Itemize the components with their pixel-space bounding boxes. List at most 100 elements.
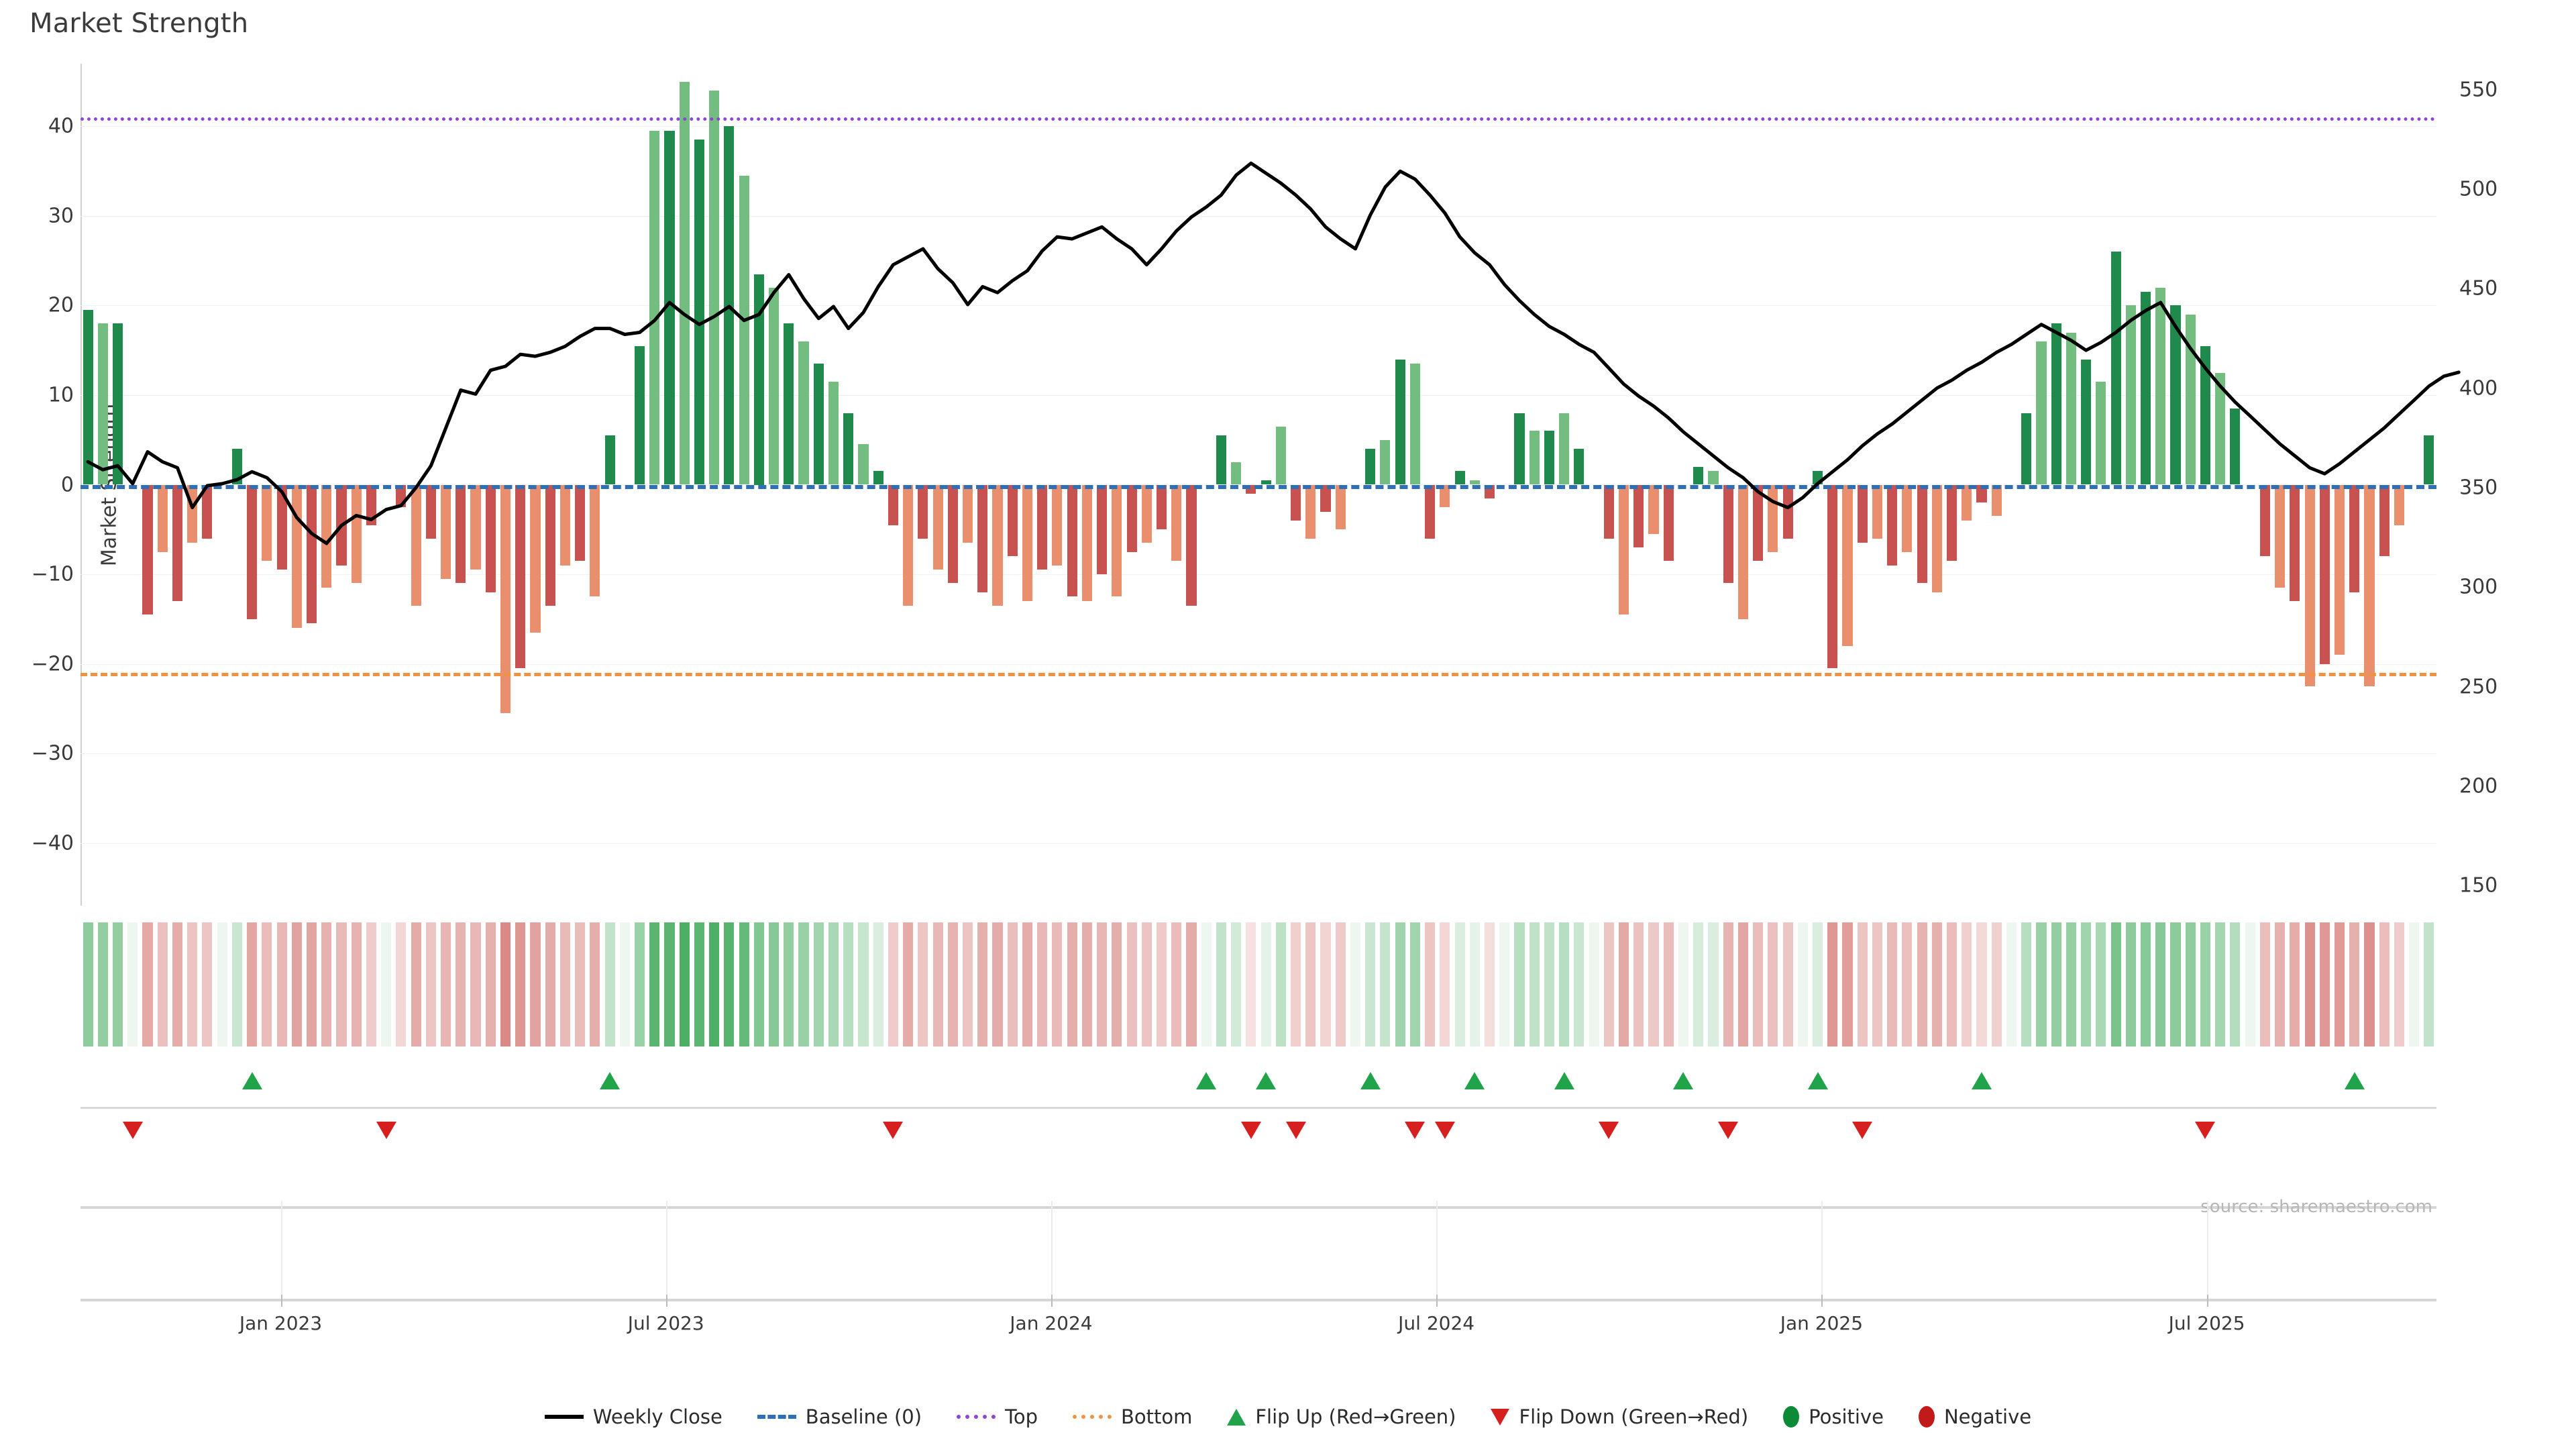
strength-bar — [559, 484, 570, 566]
strength-bar — [2334, 484, 2345, 655]
x-axis-guide-line — [1821, 1201, 1823, 1301]
y-axis-left-tick-2: −20 — [31, 652, 74, 676]
x-axis-guide-line — [2206, 1201, 2208, 1301]
strength-bar — [1291, 484, 1301, 521]
strength-bar — [947, 484, 958, 584]
heatmap-cell — [2036, 922, 2047, 1046]
strength-bar — [142, 484, 153, 615]
strength-bar — [231, 449, 242, 485]
heatmap-cell — [873, 922, 883, 1046]
y-axis-left-tick-7: 30 — [48, 204, 74, 228]
flip-up-icon — [1227, 1408, 1246, 1426]
strength-bar — [1171, 484, 1182, 561]
strength-bar — [1827, 484, 1838, 669]
strength-bar — [1842, 484, 1853, 646]
x-axis-tick-label-3: Jul 2024 — [1398, 1312, 1475, 1334]
strength-bar — [1365, 449, 1376, 485]
x-axis-guide-line — [1051, 1201, 1053, 1301]
heatmap-cell — [1812, 922, 1823, 1046]
y-axis-right-tick-0: 150 — [2459, 873, 2498, 898]
heatmap-cell — [1663, 922, 1674, 1046]
heatmap-cell — [1246, 922, 1256, 1046]
heatmap-cell — [306, 922, 317, 1046]
heatmap-cell — [992, 922, 1003, 1046]
heatmap-cell — [2364, 922, 2375, 1046]
strength-bar — [2021, 413, 2032, 485]
strength-bar — [172, 484, 183, 602]
legend-item-label: Flip Down (Green→Red) — [1519, 1405, 1749, 1428]
strength-bar — [1663, 484, 1674, 561]
strength-bar — [425, 484, 436, 539]
flip-up-icon — [1196, 1072, 1217, 1089]
strength-bar — [2230, 409, 2241, 485]
heatmap-cell — [1201, 922, 1212, 1046]
heatmap-cell — [425, 922, 436, 1046]
strength-bar — [515, 484, 526, 669]
heatmap-cell — [157, 922, 168, 1046]
strength-bar — [1991, 484, 2002, 517]
heatmap-cell — [1081, 922, 1092, 1046]
x-axis-tick-label-0: Jan 2023 — [239, 1312, 323, 1334]
heatmap-cell — [1126, 922, 1137, 1046]
strength-bar — [888, 484, 898, 525]
legend-item-flip-down[interactable]: Flip Down (Green→Red) — [1491, 1405, 1748, 1428]
heatmap-cell — [1440, 922, 1450, 1046]
heatmap-cell — [1514, 922, 1525, 1046]
heatmap-cell — [1737, 922, 1748, 1046]
strength-bar — [1603, 484, 1614, 539]
y-axis-right-tick-2: 250 — [2459, 675, 2498, 699]
heatmap-cell — [753, 922, 764, 1046]
heatmap-cell — [336, 922, 347, 1046]
strength-bar — [2065, 332, 2076, 485]
strength-bar — [813, 364, 824, 485]
legend-item-baseline[interactable]: Baseline (0) — [757, 1405, 922, 1428]
heatmap-cell — [500, 922, 511, 1046]
y-axis-right-tick-1: 200 — [2459, 774, 2498, 798]
y-axis-left-tick-4: 0 — [60, 473, 74, 496]
x-axis-tick-label-5: Jul 2025 — [2168, 1312, 2245, 1334]
heatmap-cell — [828, 922, 839, 1046]
heatmap-cell — [187, 922, 198, 1046]
strength-bar — [1574, 449, 1585, 485]
heatmap-cell — [1902, 922, 1913, 1046]
strength-bar — [664, 131, 675, 485]
heatmap-cell — [2065, 922, 2076, 1046]
strength-bar — [575, 484, 586, 561]
heatmap-cell — [231, 922, 242, 1046]
y-axis-left-tick-8: 40 — [48, 114, 74, 138]
page-title: Market Strength — [30, 8, 249, 39]
legend-item-bottom[interactable]: Bottom — [1072, 1405, 1192, 1428]
heatmap-cell — [947, 922, 958, 1046]
flip-down-icon — [376, 1122, 396, 1139]
legend-item-positive[interactable]: Positive — [1783, 1405, 1884, 1428]
heatmap-cell — [1768, 922, 1778, 1046]
strength-bar — [1619, 484, 1629, 615]
strength-bar — [247, 484, 258, 619]
legend-item-flip-up[interactable]: Flip Up (Red→Green) — [1227, 1405, 1456, 1428]
strength-bar — [2081, 359, 2092, 485]
legend-item-label: Positive — [1809, 1405, 1884, 1428]
heatmap-cell — [142, 922, 153, 1046]
legend-item-negative[interactable]: Negative — [1918, 1405, 2031, 1428]
heatmap-cell — [2021, 922, 2032, 1046]
strength-bar — [1037, 484, 1048, 570]
heatmap-cell — [2245, 922, 2255, 1046]
strength-bar — [2364, 484, 2375, 686]
heatmap-cell — [1275, 922, 1286, 1046]
legend-item-top[interactable]: Top — [957, 1405, 1038, 1428]
x-axis-tick-mark — [1821, 1295, 1823, 1307]
strength-bar — [2155, 287, 2166, 485]
legend-item-weekly-close[interactable]: Weekly Close — [544, 1405, 722, 1428]
strength-bar — [798, 341, 809, 485]
strength-bar — [83, 310, 93, 485]
heatmap-cell — [1305, 922, 1316, 1046]
strength-bar — [1409, 364, 1420, 485]
strength-bar — [2096, 381, 2106, 485]
heatmap-cell — [1260, 922, 1271, 1046]
strength-bar — [2051, 323, 2061, 485]
flip-axis-line — [80, 1107, 2436, 1109]
strength-bar — [1141, 484, 1152, 543]
main-plot: −40 −30 −20 −10 0 10 20 30 40 150 200 250 300 350 400… — [32, 64, 2498, 906]
heatmap-cell — [2379, 922, 2390, 1046]
heatmap-cell — [83, 922, 93, 1046]
